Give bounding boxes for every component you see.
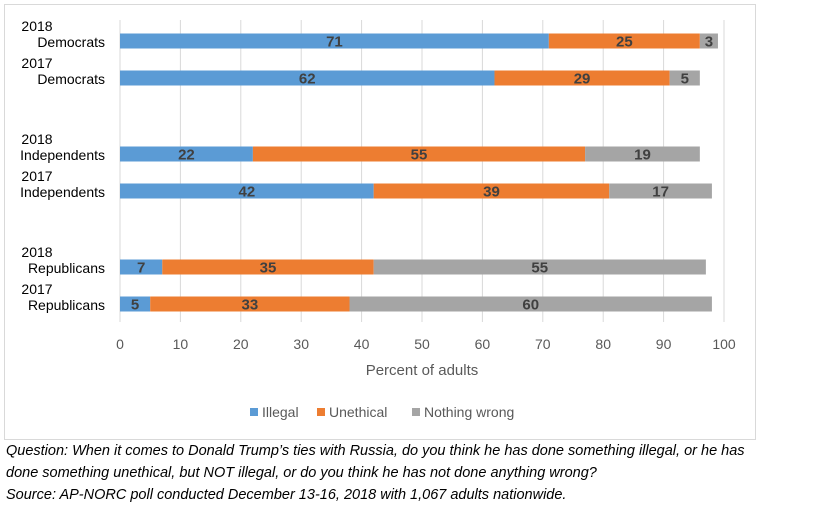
bar-segment [373,183,610,199]
x-tick-label: 80 [595,336,611,352]
bar-segment [494,70,670,86]
bar-segment [150,296,350,312]
category-label-group: Democrats [37,71,105,87]
category-label-year: 2018 [21,131,52,147]
x-tick-label: 30 [293,336,309,352]
bar-segment [120,183,374,199]
category-label-year: 2018 [21,18,52,34]
chart-caption: Question: When it comes to Donald Trump’… [6,440,812,506]
bar-segment [120,146,253,162]
data-label: 25 [616,34,633,51]
x-tick-label: 50 [414,336,430,352]
data-label: 33 [242,297,259,314]
bar-segment [548,33,700,49]
category-label-year: 2017 [21,168,52,184]
bar-segment [120,70,495,86]
legend-swatch [317,408,325,416]
x-tick-label: 70 [535,336,551,352]
question-text-line-2: done something unethical, but NOT illega… [6,465,597,481]
category-label-group: Independents [20,184,105,200]
category-label-group: Independents [20,147,105,163]
legend-swatch [412,408,420,416]
category-label-group: Democrats [37,34,105,50]
data-label: 39 [483,184,500,201]
x-tick-label: 100 [712,336,736,352]
data-label: 29 [574,71,591,88]
category-label-group: Republicans [28,297,105,313]
data-label: 7 [137,260,145,277]
x-tick-label: 90 [656,336,672,352]
data-label: 35 [260,260,277,277]
bar-segment [669,70,700,86]
x-tick-label: 60 [475,336,491,352]
bar-segment [609,183,712,199]
legend-entry: Nothing wrong [424,404,514,420]
bar-segment [373,259,706,275]
category-label-year: 2017 [21,281,52,297]
data-label: 17 [652,184,669,201]
data-label: 42 [238,184,255,201]
bar-segment [252,146,586,162]
x-tick-label: 10 [173,336,189,352]
data-label: 3 [705,34,713,51]
data-label: 55 [531,260,548,277]
data-label: 19 [634,147,651,164]
bar-segment [349,296,712,312]
bar-segment [120,296,151,312]
x-tick-label: 0 [116,336,124,352]
x-tick-label: 20 [233,336,249,352]
bar-segment [120,33,549,49]
bar-segment [699,33,718,49]
data-label: 60 [522,297,539,314]
data-label: 5 [131,297,139,314]
x-axis-label: Percent of adults [366,362,479,379]
data-label: 55 [411,147,428,164]
data-label: 5 [681,71,689,88]
legend-swatch [250,408,258,416]
stacked-bar-chart: 0 10 20 30 40 50 60 70 80 90 100 Percent of adults 2… [20,18,736,420]
legend-entry: Illegal [262,404,299,420]
source-text: Source: AP-NORC poll conducted December … [6,487,567,503]
category-label-year: 2018 [21,244,52,260]
bar-segment [585,146,700,162]
data-label: 71 [326,34,343,51]
data-label: 62 [299,71,316,88]
question-text-line-1: Question: When it comes to Donald Trump’… [6,443,745,459]
x-tick-label: 40 [354,336,370,352]
bar-segment [162,259,374,275]
bar-segment [120,259,163,275]
category-label-group: Republicans [28,260,105,276]
data-label: 22 [178,147,195,164]
legend-entry: Unethical [329,404,387,420]
category-label-year: 2017 [21,55,52,71]
